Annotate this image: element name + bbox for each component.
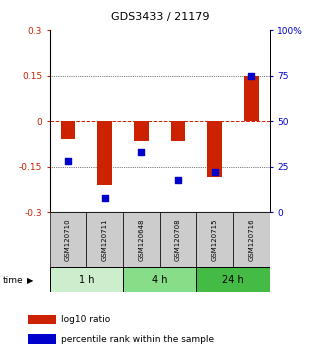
Text: ▶: ▶: [27, 276, 34, 285]
Bar: [50, 267, 123, 292]
Bar: [233, 212, 270, 267]
Text: time: time: [3, 276, 24, 285]
Text: log10 ratio: log10 ratio: [61, 315, 111, 324]
Bar: [123, 212, 160, 267]
Point: [65, 159, 71, 164]
Text: GSM120648: GSM120648: [138, 218, 144, 261]
Bar: [123, 267, 196, 292]
Text: 1 h: 1 h: [79, 275, 94, 285]
Point: [249, 73, 254, 79]
Bar: [50, 212, 86, 267]
Point: [139, 149, 144, 155]
Text: GSM120711: GSM120711: [102, 218, 108, 261]
Bar: [160, 212, 196, 267]
Bar: [61, 121, 75, 139]
Point: [176, 177, 181, 182]
Bar: [207, 121, 222, 177]
Text: GSM120708: GSM120708: [175, 218, 181, 261]
Text: 4 h: 4 h: [152, 275, 168, 285]
Bar: [196, 212, 233, 267]
Bar: [134, 121, 149, 141]
Text: GDS3433 / 21179: GDS3433 / 21179: [111, 12, 210, 22]
Bar: [196, 267, 270, 292]
Bar: [28, 315, 56, 324]
Bar: [28, 335, 56, 343]
Text: GSM120716: GSM120716: [248, 218, 254, 261]
Bar: [171, 121, 185, 141]
Bar: [244, 76, 259, 121]
Bar: [97, 121, 112, 185]
Point: [102, 195, 107, 201]
Bar: [86, 212, 123, 267]
Text: 24 h: 24 h: [222, 275, 244, 285]
Text: GSM120710: GSM120710: [65, 218, 71, 261]
Point: [212, 170, 217, 175]
Text: percentile rank within the sample: percentile rank within the sample: [61, 335, 214, 344]
Text: GSM120715: GSM120715: [212, 218, 218, 261]
